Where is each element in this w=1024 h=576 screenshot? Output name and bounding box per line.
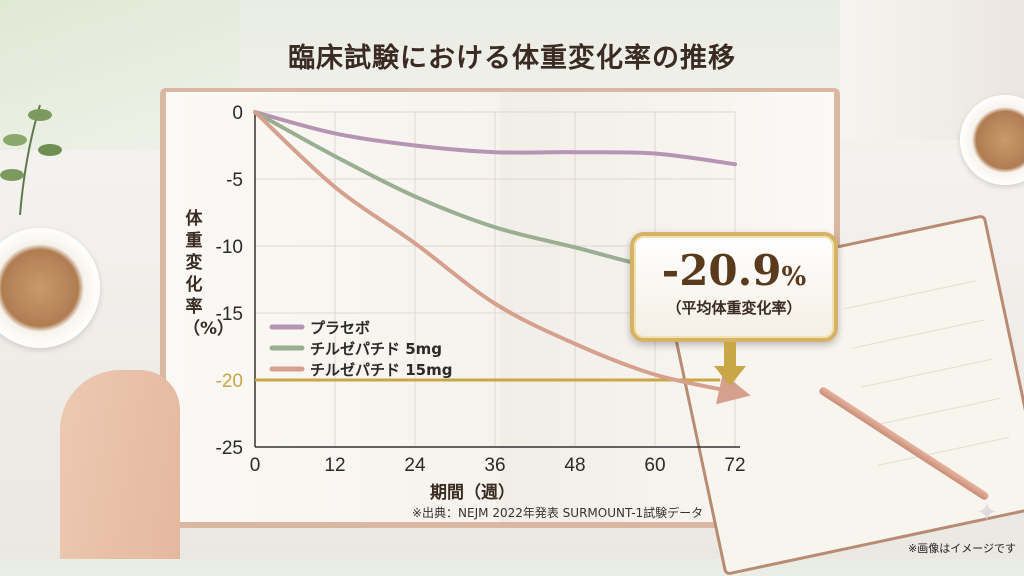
callout-arrow-icon	[712, 342, 748, 386]
y-tick-label: -5	[226, 170, 243, 191]
y-tick-label: -25	[216, 438, 243, 459]
y-tick-label: 0	[232, 103, 243, 124]
x-tick-label: 36	[484, 455, 505, 476]
y-tick-label: -20	[216, 371, 243, 392]
y-axis-label: 体重変化率（%）	[183, 208, 205, 340]
x-tick-label: 60	[644, 455, 665, 476]
x-tick-label: 12	[324, 455, 345, 476]
x-tick-label: 48	[564, 455, 585, 476]
legend-label: チルゼパチド 5mg	[310, 340, 442, 358]
legend-label: プラセボ	[310, 319, 370, 337]
y-tick-label: -10	[216, 237, 243, 258]
x-tick-label: 24	[404, 455, 426, 476]
image-disclaimer: ※画像はイメージです	[908, 540, 1016, 556]
x-tick-label: 0	[250, 455, 261, 476]
callout-number: -20.9	[662, 246, 782, 295]
x-tick-label: 72	[724, 455, 745, 476]
sparkle-icon: ✦	[976, 498, 998, 528]
callout-value: -20.9%	[634, 246, 834, 295]
legend-label: チルゼパチド 15mg	[310, 361, 452, 379]
x-axis-label: 期間（週）	[430, 478, 515, 503]
result-callout: -20.9% （平均体重変化率）	[630, 232, 838, 342]
source-note: ※出典：NEJM 2022年発表 SURMOUNT-1試験データ	[412, 504, 703, 521]
callout-label: （平均体重変化率）	[634, 297, 834, 318]
callout-unit: %	[782, 262, 807, 292]
